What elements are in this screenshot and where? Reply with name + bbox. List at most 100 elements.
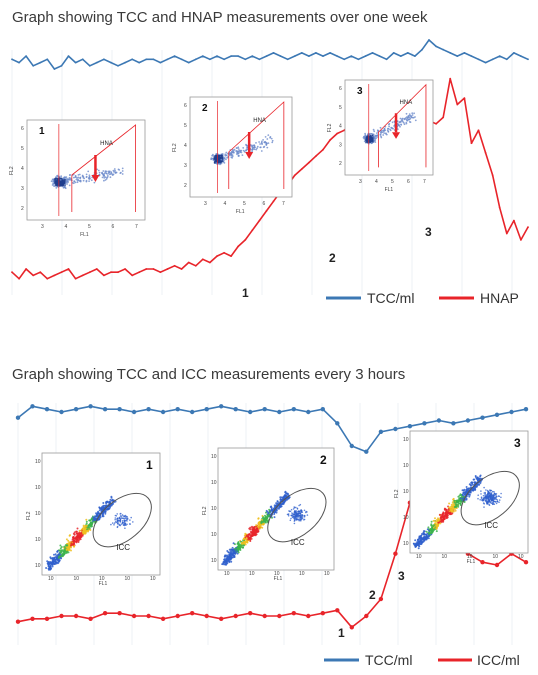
scatter-dot bbox=[114, 169, 116, 172]
scatter-dot bbox=[54, 553, 57, 556]
scatter-dot bbox=[48, 567, 51, 570]
scatter-dot bbox=[114, 172, 117, 174]
scatter-dot bbox=[124, 527, 126, 529]
scatter-dot bbox=[493, 491, 495, 493]
scatter-dot bbox=[388, 125, 390, 128]
scatter-dot bbox=[76, 179, 79, 182]
scatter-dot bbox=[299, 503, 302, 506]
scatter-dot bbox=[240, 151, 243, 154]
scatter-dot bbox=[418, 545, 421, 548]
series-hnap-point bbox=[223, 251, 226, 254]
scatter-dot bbox=[49, 556, 52, 559]
scatter-dot bbox=[115, 521, 118, 524]
series-tcc-point bbox=[277, 409, 282, 415]
scatter-dot bbox=[88, 524, 91, 527]
series-tcc-point bbox=[306, 409, 311, 415]
scatter-dot bbox=[487, 491, 490, 493]
scatter-dot bbox=[126, 516, 128, 518]
scatter-dot bbox=[296, 507, 299, 510]
series-icc-point bbox=[102, 611, 108, 616]
scatter-dot bbox=[211, 154, 214, 157]
scatter-dot bbox=[214, 160, 217, 162]
scatter-dot bbox=[75, 530, 78, 533]
series-tcc-point bbox=[480, 415, 485, 420]
scatter-dot bbox=[406, 119, 409, 122]
series-hnap-point bbox=[180, 268, 183, 270]
scatter-dot bbox=[414, 544, 417, 547]
series-tcc-point bbox=[335, 421, 340, 426]
scatter-dot bbox=[264, 521, 267, 524]
series-hnap-point bbox=[32, 274, 35, 277]
series-tcc-point bbox=[320, 407, 325, 412]
scatter-dot bbox=[451, 512, 454, 515]
scatter-dot bbox=[220, 158, 223, 161]
scatter-dot bbox=[385, 133, 388, 136]
y-tick-label: 5 bbox=[184, 123, 187, 129]
gate-outline bbox=[71, 124, 136, 212]
scatter-dot bbox=[298, 504, 300, 507]
icc-gate-ellipse bbox=[267, 487, 327, 543]
scatter-dot bbox=[73, 531, 76, 534]
x-tick-label: 4 bbox=[375, 179, 378, 185]
series-hnap-point bbox=[152, 268, 155, 270]
scatter-dot bbox=[265, 143, 268, 146]
series-tcc-point bbox=[15, 415, 21, 420]
scatter-dot bbox=[435, 524, 438, 527]
scatter-dot bbox=[448, 502, 451, 505]
scatter-dot bbox=[384, 129, 386, 132]
scatter-dot bbox=[418, 542, 421, 544]
scatter-dot bbox=[419, 539, 421, 542]
scatter-dot bbox=[107, 170, 110, 173]
y-tick-label: 3 bbox=[184, 163, 187, 169]
scatter-dot bbox=[88, 526, 91, 529]
scatter-dot bbox=[69, 174, 71, 177]
scatter-dot bbox=[250, 537, 253, 540]
x-tick-label: 10 bbox=[493, 554, 499, 560]
x-tick-label: 10 bbox=[467, 554, 473, 560]
scatter-dot bbox=[78, 173, 81, 176]
scatter-dot bbox=[445, 516, 448, 519]
series-tcc-point bbox=[88, 64, 91, 67]
scatter-dot bbox=[246, 535, 249, 538]
scatter-dot bbox=[486, 502, 489, 504]
scatter-dot bbox=[82, 179, 85, 182]
inset-frame bbox=[26, 119, 146, 221]
series-icc-point bbox=[131, 613, 137, 619]
scatter-dot bbox=[104, 179, 107, 181]
series-icc-point bbox=[44, 616, 50, 621]
scatter-dot bbox=[364, 135, 367, 137]
series-hnap-point bbox=[18, 277, 20, 280]
x-tick-label: 10 bbox=[99, 576, 105, 582]
scatter-dot bbox=[295, 506, 297, 509]
y-tick-label: 4 bbox=[184, 143, 187, 149]
gate-label: HNA bbox=[100, 141, 113, 147]
scatter-dot bbox=[483, 486, 485, 489]
scatter-dot bbox=[57, 556, 60, 559]
scatter-dot bbox=[426, 532, 429, 535]
series-hnap-point bbox=[300, 168, 303, 170]
scatter-dot bbox=[230, 560, 233, 563]
scatter-dot bbox=[68, 548, 71, 551]
scatter-dot bbox=[485, 489, 487, 491]
scatter-dot bbox=[438, 513, 441, 516]
scatter-dot bbox=[67, 539, 70, 542]
series-tcc-point bbox=[237, 55, 240, 57]
scatter-dot bbox=[387, 127, 390, 130]
scatter-dot bbox=[82, 531, 85, 534]
scatter-dot bbox=[231, 157, 234, 159]
scatter-dot bbox=[126, 523, 128, 526]
scatter-dot bbox=[444, 508, 447, 511]
scatter-dot bbox=[455, 499, 458, 502]
scatter-dot bbox=[251, 146, 254, 148]
series-tcc-point bbox=[187, 61, 190, 64]
scatter-dot bbox=[300, 509, 303, 511]
scatter-dot bbox=[85, 518, 88, 521]
scatter-dot bbox=[233, 148, 236, 151]
scatter-dot bbox=[232, 554, 234, 557]
scatter-dot bbox=[124, 514, 127, 517]
scatter-dot bbox=[103, 504, 106, 507]
scatter-dot bbox=[247, 533, 250, 536]
scatter-dot bbox=[251, 533, 253, 536]
series-tcc-point bbox=[131, 58, 134, 61]
series-tcc-point bbox=[180, 58, 183, 61]
